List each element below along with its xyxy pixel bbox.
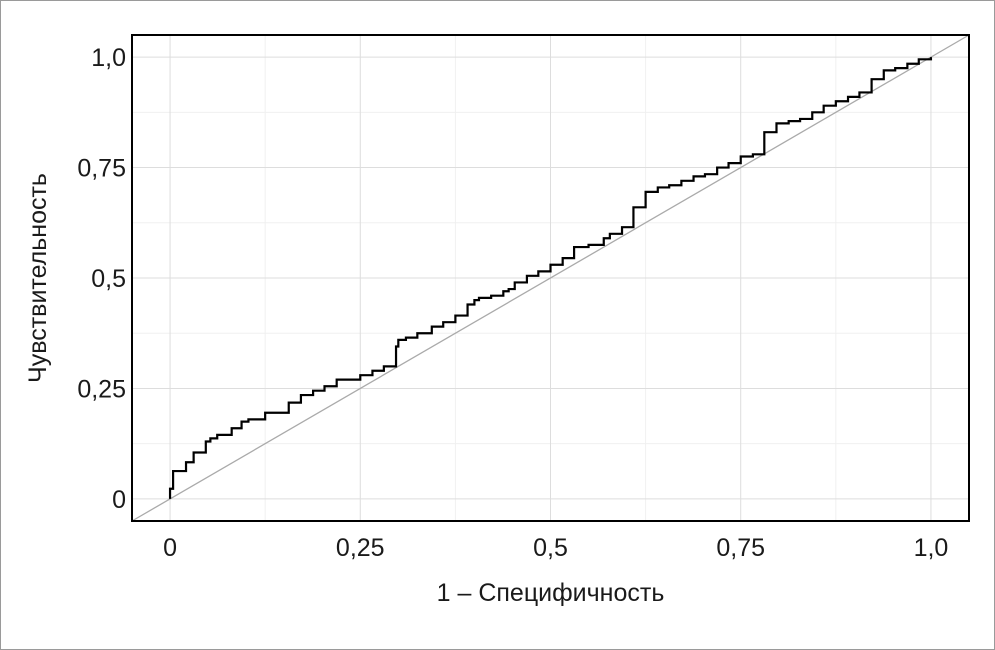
x-tick-label: 0,25 — [336, 534, 385, 562]
roc-curve — [168, 57, 933, 499]
x-tick-label: 0,75 — [716, 534, 765, 562]
y-tick-label: 0,25 — [77, 375, 126, 403]
x-tick-label: 1,0 — [914, 534, 949, 562]
reference-diagonal — [131, 34, 970, 522]
y-tick-label: 1,0 — [91, 44, 126, 72]
grid-lines — [132, 35, 969, 521]
plot-area-border — [131, 34, 970, 522]
x-axis-ticks: 0 0,25 0,5 0,75 1,0 — [163, 534, 948, 562]
y-tick-label: 0,75 — [77, 155, 126, 183]
y-axis-title: Чувствительность — [24, 173, 52, 383]
x-axis-title: 1 – Специфичность — [437, 579, 665, 607]
y-tick-label: 0 — [112, 486, 126, 514]
y-axis-ticks: 0 0,25 0,5 0,75 1,0 — [77, 44, 126, 514]
x-tick-label: 0,5 — [533, 534, 568, 562]
y-tick-label: 0,5 — [91, 265, 126, 293]
roc-curve-line — [168, 57, 933, 499]
diagonal-line — [131, 34, 970, 522]
x-tick-label: 0 — [163, 534, 177, 562]
